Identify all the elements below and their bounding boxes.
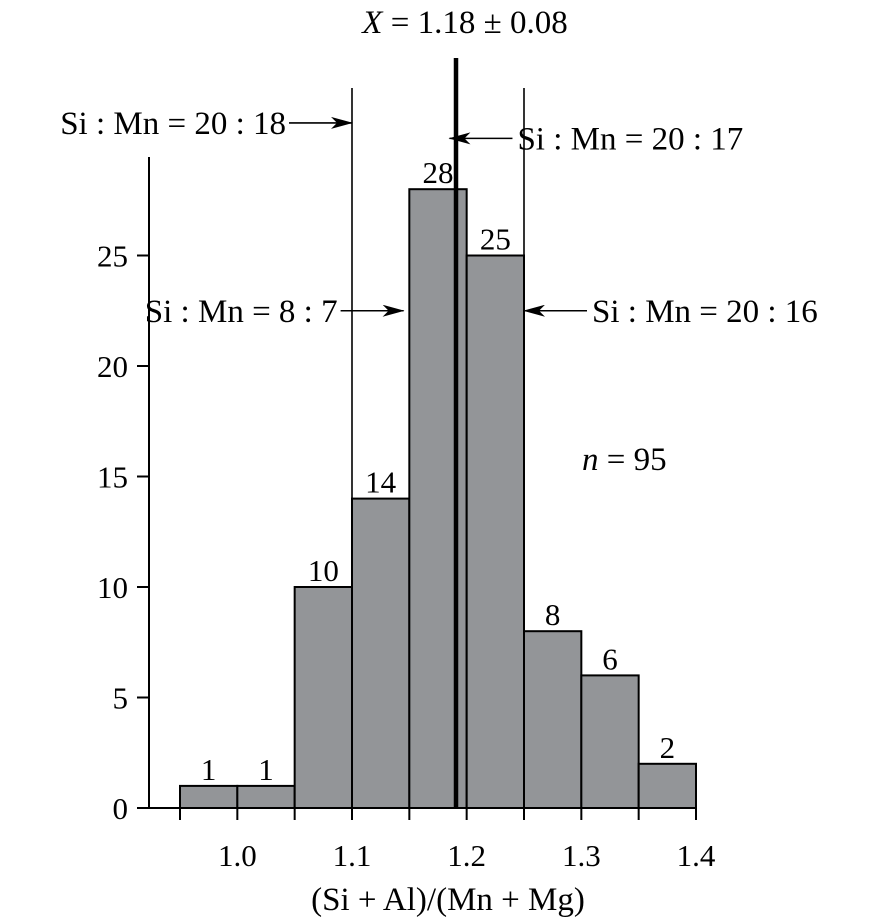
- bar-label-1: 1: [258, 752, 274, 787]
- mean-symbol: X: [360, 5, 384, 41]
- reference-lines: [351, 88, 525, 808]
- bar-labels: 1 1 10 14 28 25 8 6 2: [201, 155, 675, 787]
- annotation-label-3: Si : Mn = 20 : 16: [592, 294, 818, 330]
- y-tick-label-0: 0: [113, 791, 129, 826]
- x-tick-label-0: 1.0: [218, 838, 257, 873]
- mean-label: X = 1.18 ± 0.08: [360, 5, 567, 41]
- annotation-label-0: Si : Mn = 20 : 18: [60, 106, 286, 142]
- y-axis-ticks: 0 5 10 15 20 25: [97, 239, 149, 826]
- annotations: Si : Mn = 20 : 18 Si : Mn = 20 : 17 Si : M…: [60, 106, 818, 330]
- bars: [179, 188, 698, 810]
- x-tick-label-3: 1.3: [562, 838, 601, 873]
- bar-5: [465, 254, 525, 809]
- y-tick-label-2: 10: [97, 570, 128, 605]
- bar-1: [236, 784, 296, 810]
- n-value: = 95: [599, 442, 667, 478]
- bar-3: [351, 497, 411, 809]
- bar-label-6: 8: [545, 597, 561, 632]
- x-tick-label-2: 1.2: [447, 838, 486, 873]
- y-tick-label-1: 5: [113, 681, 129, 716]
- bar-label-7: 6: [602, 641, 618, 676]
- annotation-label-1: Si : Mn = 20 : 17: [517, 121, 743, 157]
- n-symbol: n: [582, 442, 599, 478]
- bar-0: [179, 784, 239, 810]
- bar-label-0: 1: [201, 752, 217, 787]
- bar-8: [637, 762, 698, 809]
- x-tick-label-1: 1.1: [333, 838, 372, 873]
- n-label: n = 95: [582, 442, 667, 478]
- bar-label-4: 28: [423, 155, 454, 190]
- bar-label-8: 2: [660, 730, 676, 765]
- x-axis-title: (Si + Al)/(Mn + Mg): [311, 882, 585, 918]
- y-tick-label-3: 15: [97, 460, 128, 495]
- bar-2: [293, 586, 353, 809]
- bar-6: [523, 630, 583, 810]
- y-tick-label-5: 25: [97, 239, 128, 274]
- bar-7: [580, 674, 640, 810]
- bar-label-3: 14: [365, 465, 397, 500]
- bar-label-5: 25: [480, 222, 511, 257]
- annotation-label-2: Si : Mn = 8 : 7: [145, 294, 338, 330]
- mean-value: = 1.18 ± 0.08: [382, 5, 567, 41]
- x-axis-ticks: 1.0 1.1 1.2 1.3 1.4: [179, 808, 716, 873]
- bar-label-2: 10: [308, 553, 339, 588]
- x-tick-label-4: 1.4: [677, 838, 716, 873]
- y-tick-label-4: 20: [97, 349, 128, 384]
